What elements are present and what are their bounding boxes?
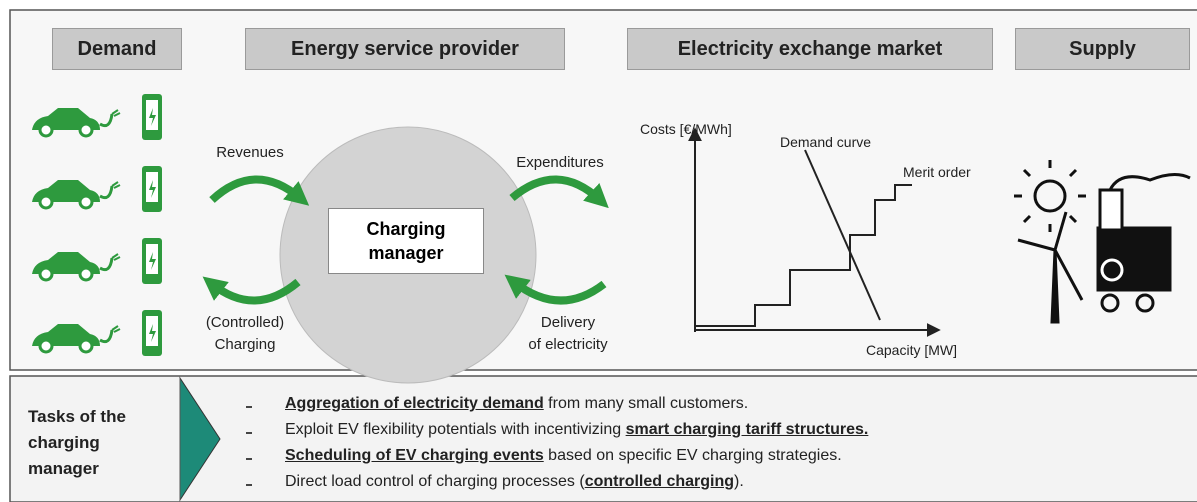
- market-chart: [688, 127, 941, 337]
- header-box: Energy service provider: [245, 28, 565, 70]
- tasks-title-line: manager: [28, 459, 99, 478]
- header-box: Supply: [1015, 28, 1190, 70]
- header-box: Electricity exchange market: [627, 28, 993, 70]
- bullet: [246, 458, 252, 460]
- task-item: Aggregation of electricity demand from m…: [285, 395, 748, 413]
- bullet: [246, 406, 252, 408]
- task-text: Exploit EV flexibility potentials with i…: [285, 421, 626, 438]
- flow-label: Delivery: [540, 314, 596, 331]
- task-text: based on specific EV charging strategies…: [543, 447, 842, 464]
- flow-label: of electricity: [528, 336, 608, 353]
- task-emphasis: Scheduling of EV charging events: [285, 447, 544, 464]
- task-text: from many small customers.: [543, 395, 749, 412]
- task-text: Direct load control of charging processe…: [285, 473, 585, 490]
- flow-label: Revenues: [216, 144, 284, 161]
- task-emphasis: controlled charging: [584, 473, 735, 490]
- task-text: ).: [734, 473, 744, 490]
- center-label: manager: [368, 243, 444, 263]
- flow-label: (Controlled): [205, 314, 285, 331]
- chart-label: Demand curve: [780, 134, 872, 150]
- chart-label: Costs [€/MWh]: [640, 121, 732, 137]
- bullet: [246, 484, 252, 486]
- chart-label: Merit order: [903, 164, 971, 180]
- center-label: Charging: [366, 219, 446, 239]
- flow-label: Charging: [214, 336, 276, 353]
- header-box: Demand: [52, 28, 182, 70]
- task-emphasis: smart charging tariff structures.: [625, 421, 869, 438]
- tasks-title-line: charging: [28, 433, 100, 452]
- task-item: Direct load control of charging processe…: [285, 473, 744, 491]
- flow-label: Expenditures: [516, 154, 604, 171]
- tasks-title-line: Tasks of the: [28, 407, 126, 426]
- flow-arrows: [202, 175, 609, 305]
- tasks-title: Tasks of the charging manager: [28, 404, 126, 482]
- task-emphasis: Aggregation of electricity demand: [285, 395, 544, 412]
- chart-label: Capacity [MW]: [866, 342, 958, 358]
- charging-manager-box: Charging manager: [328, 208, 484, 274]
- task-item: Exploit EV flexibility potentials with i…: [285, 421, 868, 439]
- task-item: Scheduling of EV charging events based o…: [285, 447, 842, 465]
- supply-icons: [1014, 160, 1191, 324]
- bullet: [246, 432, 252, 434]
